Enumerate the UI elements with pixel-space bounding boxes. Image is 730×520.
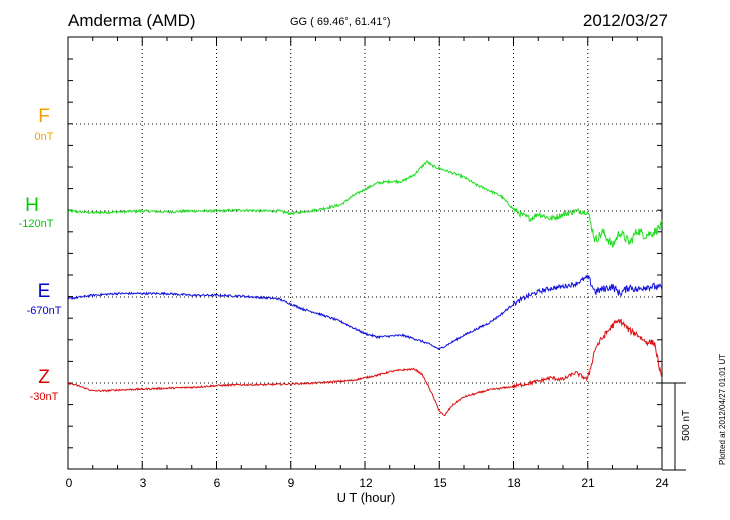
x-tick-label: 6: [213, 476, 221, 490]
label-f: F: [38, 106, 50, 127]
geographic-coords: GG ( 69.46°, 61.41°): [290, 16, 391, 28]
label-h: H: [25, 195, 39, 216]
x-tick-label: 9: [287, 476, 295, 490]
x-tick-label: 15: [433, 476, 447, 490]
plot-date: 2012/03/27: [582, 11, 668, 30]
baseline-h: -120nT: [18, 218, 54, 230]
x-tick-label: 18: [507, 476, 521, 490]
x-tick-label: 0: [65, 476, 73, 490]
series-line-e: [67, 274, 663, 351]
x-tick-label: 24: [655, 476, 669, 490]
baseline-f: 0nT: [34, 131, 54, 143]
scale-bar-label: 500 nT: [681, 409, 692, 441]
label-e: E: [37, 281, 51, 302]
x-tick-label: 21: [581, 476, 595, 490]
station-name: Amderma (AMD): [68, 11, 196, 30]
plotted-timestamp: Plotted at 2012/04/27 01:01 UT: [718, 353, 727, 465]
baseline-z: -30nT: [29, 391, 59, 403]
x-axis-label: U T (hour): [336, 490, 396, 505]
x-tick-label: 12: [359, 476, 373, 490]
series-line-z: [67, 318, 663, 417]
label-z: Z: [38, 367, 50, 388]
series-line-h: [67, 159, 663, 248]
baseline-e: -670nT: [26, 305, 62, 317]
x-tick-label: 3: [139, 476, 147, 490]
